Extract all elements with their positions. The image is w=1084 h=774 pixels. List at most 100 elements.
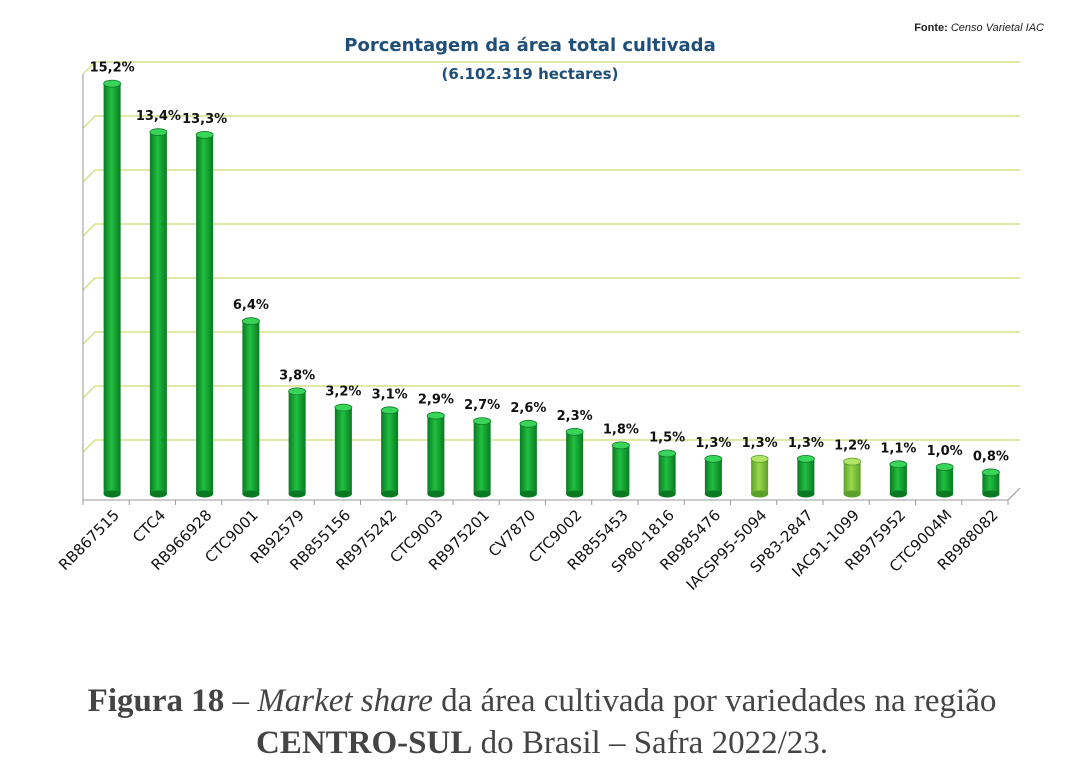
bar <box>611 441 630 498</box>
bar-top <box>288 387 307 396</box>
bar-base <box>797 490 815 498</box>
category-label: RB867515 <box>55 506 123 574</box>
bar-base <box>427 490 445 498</box>
value-label: 1,0% <box>927 444 963 459</box>
gridline-depth <box>82 61 96 75</box>
chart-subtitle: (6.102.319 hectares) <box>442 65 619 83</box>
bar-body <box>149 132 167 494</box>
bar-base <box>473 490 491 498</box>
category-labels: RB867515 CTC4RB966928CTC9001RB92579RB8551… <box>55 506 1002 594</box>
bar-top <box>611 441 630 450</box>
value-label: 3,8% <box>279 368 315 383</box>
value-label: 1,3% <box>695 436 731 451</box>
bar-body <box>566 431 584 494</box>
figure-caption: Figura 18 – Market share da área cultiva… <box>0 680 1084 764</box>
bar-base <box>936 490 954 498</box>
value-labels: 15,2% 13,4% 13,3% 6,4% 3,8% 3,2% 3,1% 2,9% 2,7% 2… <box>90 61 1009 465</box>
bar-body <box>334 407 352 494</box>
bar <box>241 317 260 498</box>
bar-base <box>519 490 537 498</box>
gridline-depth <box>82 169 96 183</box>
bar-body <box>381 410 399 494</box>
bar-body <box>843 461 861 494</box>
bar-body <box>103 83 121 494</box>
bar-body <box>704 458 722 494</box>
source-label: Fonte: <box>914 22 948 34</box>
bar-body <box>751 458 769 494</box>
gridline-depth <box>82 115 96 129</box>
bar-chart: 15,2% 13,4% 13,3% 6,4% 3,8% 3,2% 3,1% 2,9% 2,7% 2… <box>55 35 1021 594</box>
bar-body <box>797 458 815 494</box>
bar-base <box>566 490 584 498</box>
value-label: 6,4% <box>233 298 269 313</box>
bar-top <box>195 130 214 139</box>
bar-top <box>796 454 815 463</box>
bar <box>195 130 214 498</box>
bars <box>103 79 1000 498</box>
bar-base <box>334 490 352 498</box>
gridline-depth <box>82 223 96 237</box>
bar <box>426 411 445 498</box>
bar-top <box>426 411 445 420</box>
bar-base <box>242 490 260 498</box>
value-label: 2,7% <box>464 398 500 413</box>
category-label: IACSP95-5094 <box>683 506 771 594</box>
bar <box>981 468 1000 498</box>
caption-rest1: da área cultivada por variedades na regi… <box>432 683 997 719</box>
value-label: 1,5% <box>649 431 685 446</box>
bar <box>380 406 399 498</box>
bar <box>565 427 584 498</box>
bar-body <box>427 415 445 494</box>
x-axis-depth <box>1007 487 1021 501</box>
caption-region: CENTRO-SUL <box>256 725 473 761</box>
value-label: 2,9% <box>418 393 454 408</box>
bar-base <box>612 490 630 498</box>
bar-top <box>103 79 122 88</box>
bar-base <box>982 490 1000 498</box>
bar-body <box>288 391 306 494</box>
value-label: 1,3% <box>788 436 824 451</box>
bar <box>103 79 122 498</box>
value-label: 0,8% <box>973 449 1009 464</box>
value-label: 1,3% <box>742 436 778 451</box>
bar-top <box>519 419 538 428</box>
bar <box>935 463 954 498</box>
gridline-depth <box>82 277 96 291</box>
bar-body <box>519 423 537 494</box>
bar-base <box>704 490 722 498</box>
bar <box>334 403 353 498</box>
value-label: 13,3% <box>182 112 227 127</box>
bar-top <box>843 457 862 466</box>
bar-base <box>103 490 121 498</box>
bar-top <box>889 460 908 469</box>
value-label: 15,2% <box>90 61 135 76</box>
caption-rest2: do Brasil – Safra 2022/23. <box>472 725 828 761</box>
bar-base <box>381 490 399 498</box>
bar-base <box>843 490 861 498</box>
bar <box>658 449 677 498</box>
bar <box>149 128 168 498</box>
bar <box>796 454 815 498</box>
bar <box>843 457 862 498</box>
bar-base <box>658 490 676 498</box>
bar <box>704 454 723 498</box>
value-label: 2,6% <box>510 401 546 416</box>
bar-top <box>658 449 677 458</box>
value-label: 2,3% <box>557 409 593 424</box>
chart-title: Porcentagem da área total cultivada <box>344 35 715 56</box>
bar <box>519 419 538 498</box>
bar-top <box>380 406 399 415</box>
bar-body <box>658 453 676 494</box>
bar-top <box>750 454 769 463</box>
bar-body <box>473 421 491 494</box>
bar-base <box>751 490 769 498</box>
bar-body <box>242 321 260 494</box>
value-label: 1,1% <box>880 441 916 456</box>
bar-base <box>288 490 306 498</box>
bar-top <box>935 463 954 471</box>
bar-top <box>704 454 723 463</box>
bar-body <box>612 445 630 494</box>
bar-top <box>241 317 260 326</box>
bar-top <box>981 468 1000 477</box>
gridline-depth <box>82 439 96 453</box>
